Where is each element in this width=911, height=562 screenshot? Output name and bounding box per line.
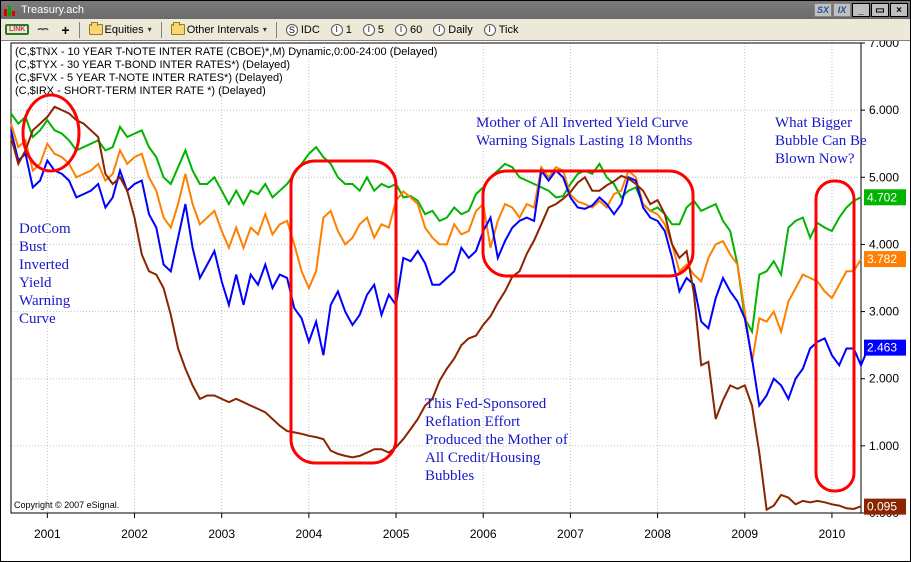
svg-text:(C,$TYX - 30 YEAR T-BOND INTER: (C,$TYX - 30 YEAR T-BOND INTER RATES*) (…	[15, 59, 290, 71]
svg-text:Curve: Curve	[19, 311, 56, 327]
interval-60-button[interactable]: I60	[391, 23, 426, 37]
plus-button[interactable]: +	[57, 21, 73, 39]
svg-text:Bubbles: Bubbles	[425, 468, 474, 484]
app-icon	[3, 3, 17, 17]
svg-text:Bubble Can Be: Bubble Can Be	[775, 133, 867, 149]
svg-text:All Credit/Housing: All Credit/Housing	[425, 450, 541, 466]
svg-text:1.000: 1.000	[869, 439, 899, 453]
other-intervals-label: Other Intervals	[187, 24, 259, 36]
other-intervals-dropdown[interactable]: Other Intervals	[167, 23, 271, 37]
maximize-button[interactable]: ▭	[871, 3, 889, 17]
svg-text:4.000: 4.000	[869, 237, 899, 251]
svg-text:Inverted: Inverted	[19, 257, 69, 273]
idc-button[interactable]: SIDC	[282, 23, 324, 37]
svg-text:3.000: 3.000	[869, 305, 899, 319]
svg-text:Bust: Bust	[19, 239, 47, 255]
svg-text:This Fed-Sponsored: This Fed-Sponsored	[425, 396, 547, 412]
svg-text:2010: 2010	[819, 527, 846, 541]
svg-text:DotCom: DotCom	[19, 221, 71, 237]
svg-text:Copyright © 2007 eSignal.: Copyright © 2007 eSignal.	[14, 500, 119, 510]
svg-text:Blown Now?: Blown Now?	[775, 151, 855, 167]
minimize-button[interactable]: _	[852, 3, 870, 17]
i5-label: 5	[378, 24, 384, 36]
svg-text:7.000: 7.000	[869, 41, 899, 50]
svg-text:Warning Signals Lasting 18 Mon: Warning Signals Lasting 18 Months	[476, 133, 692, 149]
svg-text:2001: 2001	[34, 527, 61, 541]
svg-text:What Bigger: What Bigger	[775, 115, 852, 131]
link-button[interactable]: LINK	[5, 24, 29, 35]
daily-label: Daily	[448, 24, 472, 36]
app-window: Treasury.ach SX IX _ ▭ × LINK + Equities…	[0, 0, 911, 562]
svg-text:Yield: Yield	[19, 275, 52, 291]
svg-text:2006: 2006	[470, 527, 497, 541]
svg-text:2004: 2004	[296, 527, 323, 541]
svg-text:5.000: 5.000	[869, 170, 899, 184]
svg-text:Mother of All Inverted Yield C: Mother of All Inverted Yield Curve	[476, 115, 689, 131]
interval-tick-button[interactable]: ITick	[480, 23, 523, 37]
window-title: Treasury.ach	[21, 4, 814, 16]
svg-text:2008: 2008	[644, 527, 671, 541]
svg-text:0.095: 0.095	[867, 500, 897, 514]
svg-text:(C,$FVX - 5 YEAR T-NOTE INTER: (C,$FVX - 5 YEAR T-NOTE INTER RATES*) (D…	[15, 72, 283, 84]
svg-text:4.702: 4.702	[867, 190, 897, 204]
svg-text:2007: 2007	[557, 527, 584, 541]
chain-icon[interactable]	[32, 22, 54, 38]
ix-button[interactable]: IX	[833, 3, 851, 17]
svg-text:(C,$TNX - 10 YEAR T-NOTE INTER: (C,$TNX - 10 YEAR T-NOTE INTER RATE (CBO…	[15, 46, 437, 58]
svg-text:2009: 2009	[731, 527, 758, 541]
svg-text:2005: 2005	[383, 527, 410, 541]
svg-text:6.000: 6.000	[869, 103, 899, 117]
svg-text:Produced the Mother of: Produced the Mother of	[425, 432, 568, 448]
close-button[interactable]: ×	[890, 3, 908, 17]
idc-label: IDC	[301, 24, 320, 36]
tick-label: Tick	[499, 24, 519, 36]
interval-5-button[interactable]: I5	[359, 23, 388, 37]
equities-dropdown[interactable]: Equities	[85, 23, 156, 37]
titlebar: Treasury.ach SX IX _ ▭ ×	[1, 1, 910, 19]
svg-text:2.463: 2.463	[867, 341, 897, 355]
svg-text:2.000: 2.000	[869, 372, 899, 386]
svg-text:2002: 2002	[121, 527, 148, 541]
equities-label: Equities	[105, 24, 144, 36]
chart-area[interactable]: 0.0001.0002.0003.0004.0005.0006.0007.000…	[1, 41, 910, 561]
svg-text:Reflation Effort: Reflation Effort	[425, 414, 521, 430]
i1-label: 1	[346, 24, 352, 36]
sx-button[interactable]: SX	[814, 3, 832, 17]
interval-1-button[interactable]: I1	[327, 23, 356, 37]
toolbar: LINK + Equities Other Intervals SIDC I1 …	[1, 19, 910, 41]
i60-label: 60	[410, 24, 422, 36]
interval-daily-button[interactable]: IDaily	[429, 23, 476, 37]
svg-text:3.782: 3.782	[867, 252, 897, 266]
svg-text:2003: 2003	[208, 527, 235, 541]
svg-text:Warning: Warning	[19, 293, 71, 309]
chart-svg: 0.0001.0002.0003.0004.0005.0006.0007.000…	[1, 41, 910, 561]
